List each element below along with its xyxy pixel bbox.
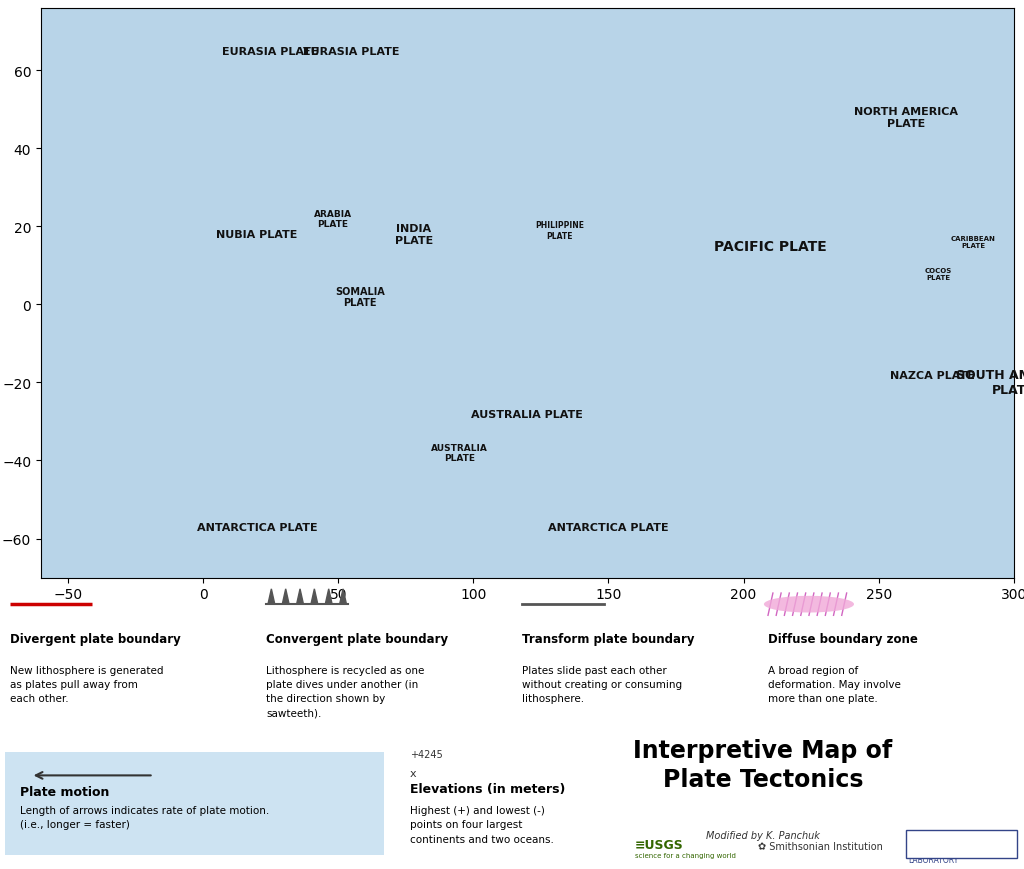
Polygon shape: [326, 589, 332, 605]
Text: COCOS
PLATE: COCOS PLATE: [925, 268, 951, 281]
Text: ≡USGS: ≡USGS: [635, 838, 684, 851]
Polygon shape: [297, 589, 303, 605]
Text: ANTARCTICA PLATE: ANTARCTICA PLATE: [197, 522, 317, 532]
Text: Divergent plate boundary: Divergent plate boundary: [10, 633, 181, 646]
Text: SOUTH AMERICA
PLATE: SOUTH AMERICA PLATE: [955, 369, 1024, 397]
Polygon shape: [340, 589, 346, 605]
Text: Modified by K. Panchuk: Modified by K. Panchuk: [706, 830, 820, 839]
Text: Lithosphere is recycled as one
plate dives under another (in
the direction shown: Lithosphere is recycled as one plate div…: [266, 666, 425, 718]
Text: ✿ Smithsonian Institution: ✿ Smithsonian Institution: [758, 841, 883, 851]
Text: AUSTRALIA
PLATE: AUSTRALIA PLATE: [431, 443, 488, 463]
Text: NUBIA PLATE: NUBIA PLATE: [216, 229, 298, 240]
Text: U.S. NAVAL
RESEARCH
LABORATORY: U.S. NAVAL RESEARCH LABORATORY: [908, 833, 958, 864]
FancyBboxPatch shape: [906, 830, 1017, 858]
Text: SOMALIA
PLATE: SOMALIA PLATE: [335, 287, 385, 308]
Text: PACIFIC PLATE: PACIFIC PLATE: [714, 240, 827, 254]
Text: Length of arrows indicates rate of plate motion.
(i.e., longer = faster): Length of arrows indicates rate of plate…: [20, 805, 269, 829]
Text: PHILIPPINE
PLATE: PHILIPPINE PLATE: [536, 222, 585, 241]
Text: New lithosphere is generated
as plates pull away from
each other.: New lithosphere is generated as plates p…: [10, 666, 164, 704]
Text: Diffuse boundary zone: Diffuse boundary zone: [768, 633, 918, 646]
Text: +4245: +4245: [410, 749, 442, 759]
Text: EURASIA PLATE: EURASIA PLATE: [303, 47, 400, 56]
Text: Highest (+) and lowest (-)
points on four largest
continents and two oceans.: Highest (+) and lowest (-) points on fou…: [410, 805, 554, 845]
Text: CARIBBEAN
PLATE: CARIBBEAN PLATE: [951, 236, 995, 249]
Text: ANTARCTICA PLATE: ANTARCTICA PLATE: [548, 522, 669, 532]
FancyBboxPatch shape: [5, 752, 384, 855]
Text: INDIA
PLATE: INDIA PLATE: [394, 224, 433, 246]
Text: NAZCA PLATE: NAZCA PLATE: [890, 370, 975, 380]
Text: A broad region of
deformation. May involve
more than one plate.: A broad region of deformation. May invol…: [768, 666, 901, 704]
Text: Plates slide past each other
without creating or consuming
lithosphere.: Plates slide past each other without cre…: [522, 666, 682, 704]
Polygon shape: [311, 589, 317, 605]
Text: ARABIA
PLATE: ARABIA PLATE: [313, 209, 352, 229]
Text: Elevations (in meters): Elevations (in meters): [410, 782, 565, 795]
Text: AUSTRALIA PLATE: AUSTRALIA PLATE: [471, 409, 584, 419]
Polygon shape: [268, 589, 274, 605]
Text: Convergent plate boundary: Convergent plate boundary: [266, 633, 449, 646]
Text: Interpretive Map of
Plate Tectonics: Interpretive Map of Plate Tectonics: [633, 738, 893, 791]
Text: Transform plate boundary: Transform plate boundary: [522, 633, 694, 646]
Text: EURASIA PLATE: EURASIA PLATE: [222, 47, 318, 56]
Polygon shape: [283, 589, 289, 605]
Text: science for a changing world: science for a changing world: [635, 852, 736, 858]
Text: NORTH AMERICA
PLATE: NORTH AMERICA PLATE: [854, 107, 957, 129]
Ellipse shape: [764, 596, 854, 613]
Text: Plate motion: Plate motion: [20, 786, 110, 799]
Text: x: x: [410, 768, 416, 779]
